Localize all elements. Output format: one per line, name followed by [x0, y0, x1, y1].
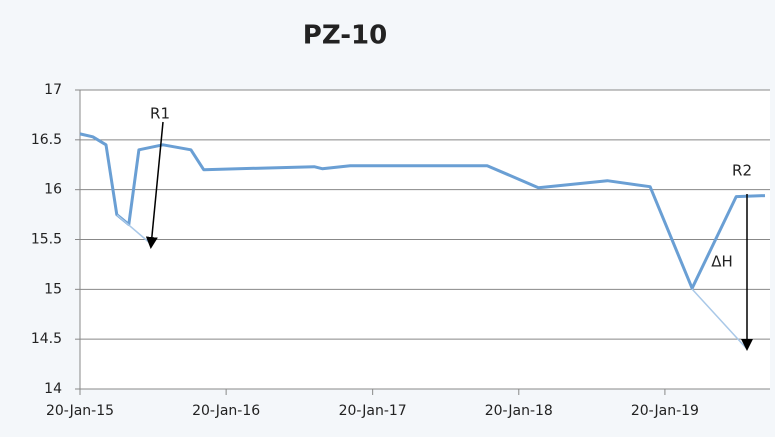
x-tick-label: 20-Jan-16	[192, 403, 260, 419]
x-tick-label: 20-Jan-17	[339, 403, 407, 419]
y-tick-label: 17	[44, 82, 62, 98]
projection-line	[116, 214, 152, 245]
annotation: ΔH	[711, 253, 733, 271]
y-tick-label: 16.5	[31, 132, 62, 148]
x-tick-label: 20-Jan-18	[485, 403, 553, 419]
y-tick-label: 14.5	[31, 331, 62, 347]
y-tick-label: 14	[44, 381, 62, 397]
plot	[75, 89, 770, 395]
arrow	[145, 121, 164, 249]
x-tick-label: 20-Jan-15	[46, 403, 114, 419]
y-tick-label: 15	[44, 281, 62, 297]
data-line	[79, 132, 766, 290]
annotation: R1	[150, 105, 170, 123]
y-tick-label: 15.5	[31, 232, 62, 248]
projection-line	[691, 288, 748, 350]
y-tick-label: 16	[44, 182, 62, 198]
chart-title: PZ-10	[303, 21, 387, 51]
x-tick-label: 20-Jan-19	[631, 403, 699, 419]
annotation: R2	[732, 162, 752, 180]
